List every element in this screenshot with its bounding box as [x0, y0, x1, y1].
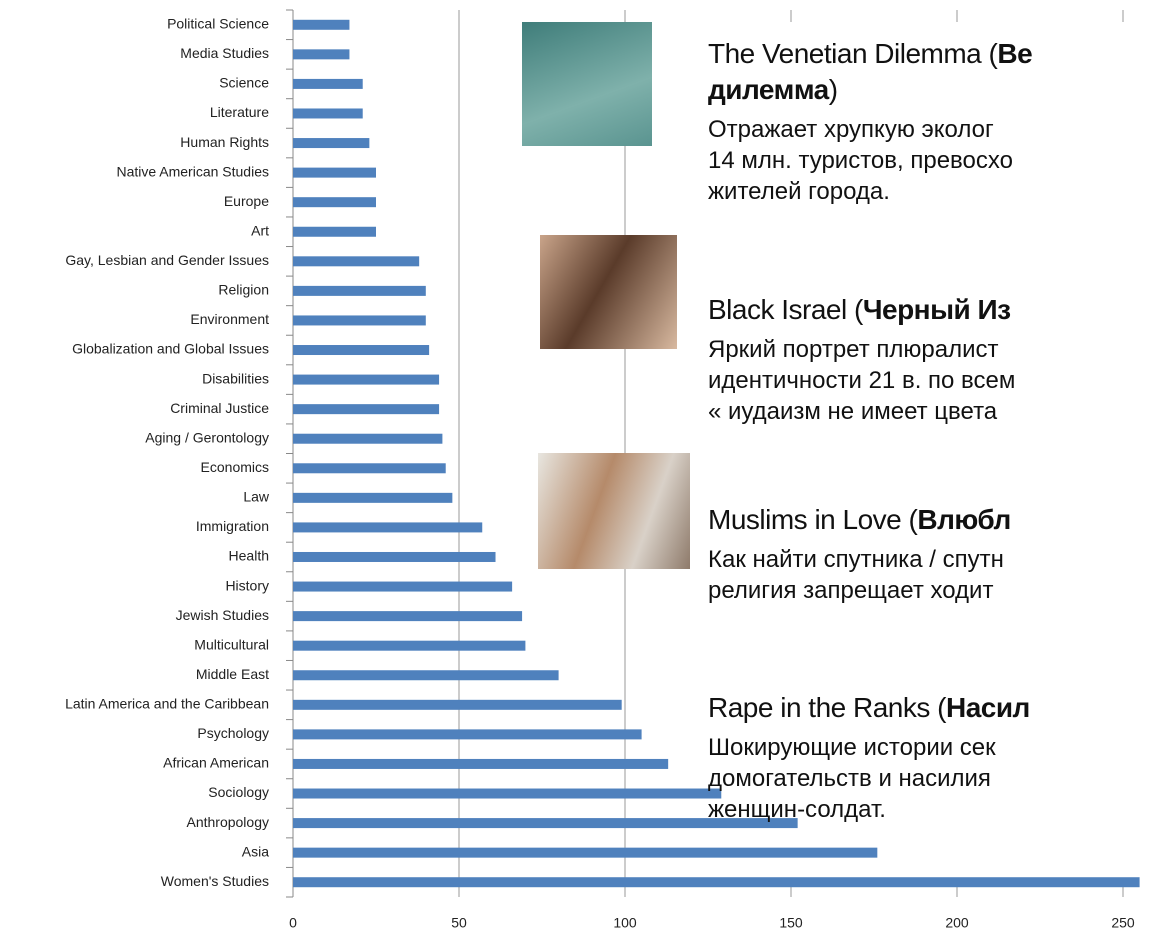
bar [293, 818, 798, 829]
film-4: Rape in the Ranks (Насил Шокирующие исто… [708, 690, 1030, 825]
text-backdrop [700, 22, 1149, 882]
y-tick-label: Middle East [196, 666, 269, 682]
film-title: Black Israel ( [708, 294, 863, 325]
bar [293, 729, 642, 740]
x-tick-label: 200 [945, 915, 969, 931]
photo-portrait [540, 235, 677, 349]
y-tick-label: Europe [224, 193, 269, 209]
film-description: 14 млн. туристов, превосхо [708, 147, 1013, 174]
bar [293, 640, 526, 651]
bar [293, 433, 443, 444]
film-title: ) [828, 74, 838, 105]
bar [293, 315, 426, 326]
bar [293, 138, 370, 149]
y-tick-label: Literature [210, 104, 269, 120]
bar [293, 581, 513, 592]
y-tick-label: Sociology [208, 784, 269, 800]
film-2: Black Israel (Черный Из Яркий портрет пл… [708, 292, 1015, 427]
y-tick-label: Immigration [196, 518, 269, 534]
x-tick-label: 50 [451, 915, 467, 931]
film-title-ru: Ве [997, 38, 1033, 69]
x-tick-label: 0 [289, 915, 297, 931]
film-description: Шокирующие истории сек [708, 734, 996, 761]
y-tick-label: Environment [190, 311, 269, 327]
bar [293, 256, 420, 267]
film-1: The Venetian Dilemma (Ве дилемма) Отража… [708, 36, 1033, 207]
bar [293, 374, 440, 385]
bar [293, 877, 1140, 888]
film-description: Как найти спутника / спутн [708, 546, 1004, 573]
y-tick-label: Globalization and Global Issues [72, 341, 269, 357]
x-tick-label: 250 [1111, 915, 1135, 931]
bar [293, 522, 483, 533]
y-tick-label: Human Rights [180, 134, 269, 150]
x-tick-label: 150 [779, 915, 803, 931]
y-tick-label: Media Studies [180, 45, 269, 61]
film-description: идентичности 21 в. по всем [708, 367, 1016, 394]
bar [293, 611, 523, 622]
bar [293, 670, 559, 681]
y-tick-label: African American [163, 755, 269, 771]
film-3: Muslims in Love (Влюбл Как найти спутник… [708, 502, 1011, 606]
y-tick-label: Art [251, 222, 269, 238]
film-description: домогательств и насилия [708, 765, 991, 792]
film-title-ru: Черный Из [862, 294, 1011, 325]
bar [293, 463, 446, 474]
y-tick-label: Native American Studies [116, 163, 269, 179]
bar [293, 78, 363, 89]
y-tick-label: Gay, Lesbian and Gender Issues [65, 252, 269, 268]
bar [293, 285, 426, 296]
bar [293, 699, 622, 710]
film-description: религия запрещает ходит [708, 577, 994, 604]
bar [293, 551, 496, 562]
bar [293, 345, 430, 356]
film-title: The Venetian Dilemma ( [708, 38, 998, 69]
y-tick-label: Aging / Gerontology [145, 429, 269, 445]
y-tick-label: History [225, 577, 269, 593]
y-tick-label: Religion [218, 282, 269, 298]
film-description: женщин-солдат. [708, 796, 886, 823]
bar [293, 492, 453, 503]
bar [293, 49, 350, 60]
y-tick-label: Latin America and the Caribbean [65, 696, 269, 712]
x-tick-label: 100 [613, 915, 637, 931]
bar [293, 197, 376, 208]
film-title-ru: Влюбл [917, 504, 1011, 535]
y-tick-label: Jewish Studies [176, 607, 269, 623]
film-title: Muslims in Love ( [708, 504, 918, 535]
y-tick-label: Disabilities [202, 370, 269, 386]
film-description: « иудаизм не имеет цвета [708, 398, 998, 425]
bar [293, 108, 363, 119]
film-description: Яркий портрет плюралист [708, 336, 999, 363]
bar [293, 404, 440, 415]
film-title: Rape in the Ranks ( [708, 692, 946, 723]
film-description: Отражает хрупкую эколог [708, 116, 994, 143]
y-tick-label: Science [219, 75, 269, 91]
y-tick-label: Psychology [197, 725, 269, 741]
bar [293, 19, 350, 30]
y-tick-label: Health [229, 548, 269, 564]
bar [293, 788, 722, 799]
y-tick-label: Women's Studies [161, 873, 269, 889]
bar [293, 167, 376, 178]
film-title-ru: Насил [945, 692, 1030, 723]
y-tick-label: Asia [242, 843, 269, 859]
film-description: жителей города. [708, 178, 890, 205]
photo-couple [538, 453, 690, 569]
bar [293, 226, 376, 237]
y-tick-label: Economics [201, 459, 269, 475]
bar [293, 847, 878, 858]
y-tick-label: Law [243, 489, 270, 505]
bar [293, 758, 669, 769]
y-tick-label: Multicultural [194, 636, 269, 652]
film-title-ru: дилемма [708, 74, 829, 105]
y-tick-label: Anthropology [186, 814, 269, 830]
photo-venice [522, 22, 652, 146]
y-tick-label: Criminal Justice [170, 400, 269, 416]
y-tick-label: Political Science [167, 15, 269, 31]
